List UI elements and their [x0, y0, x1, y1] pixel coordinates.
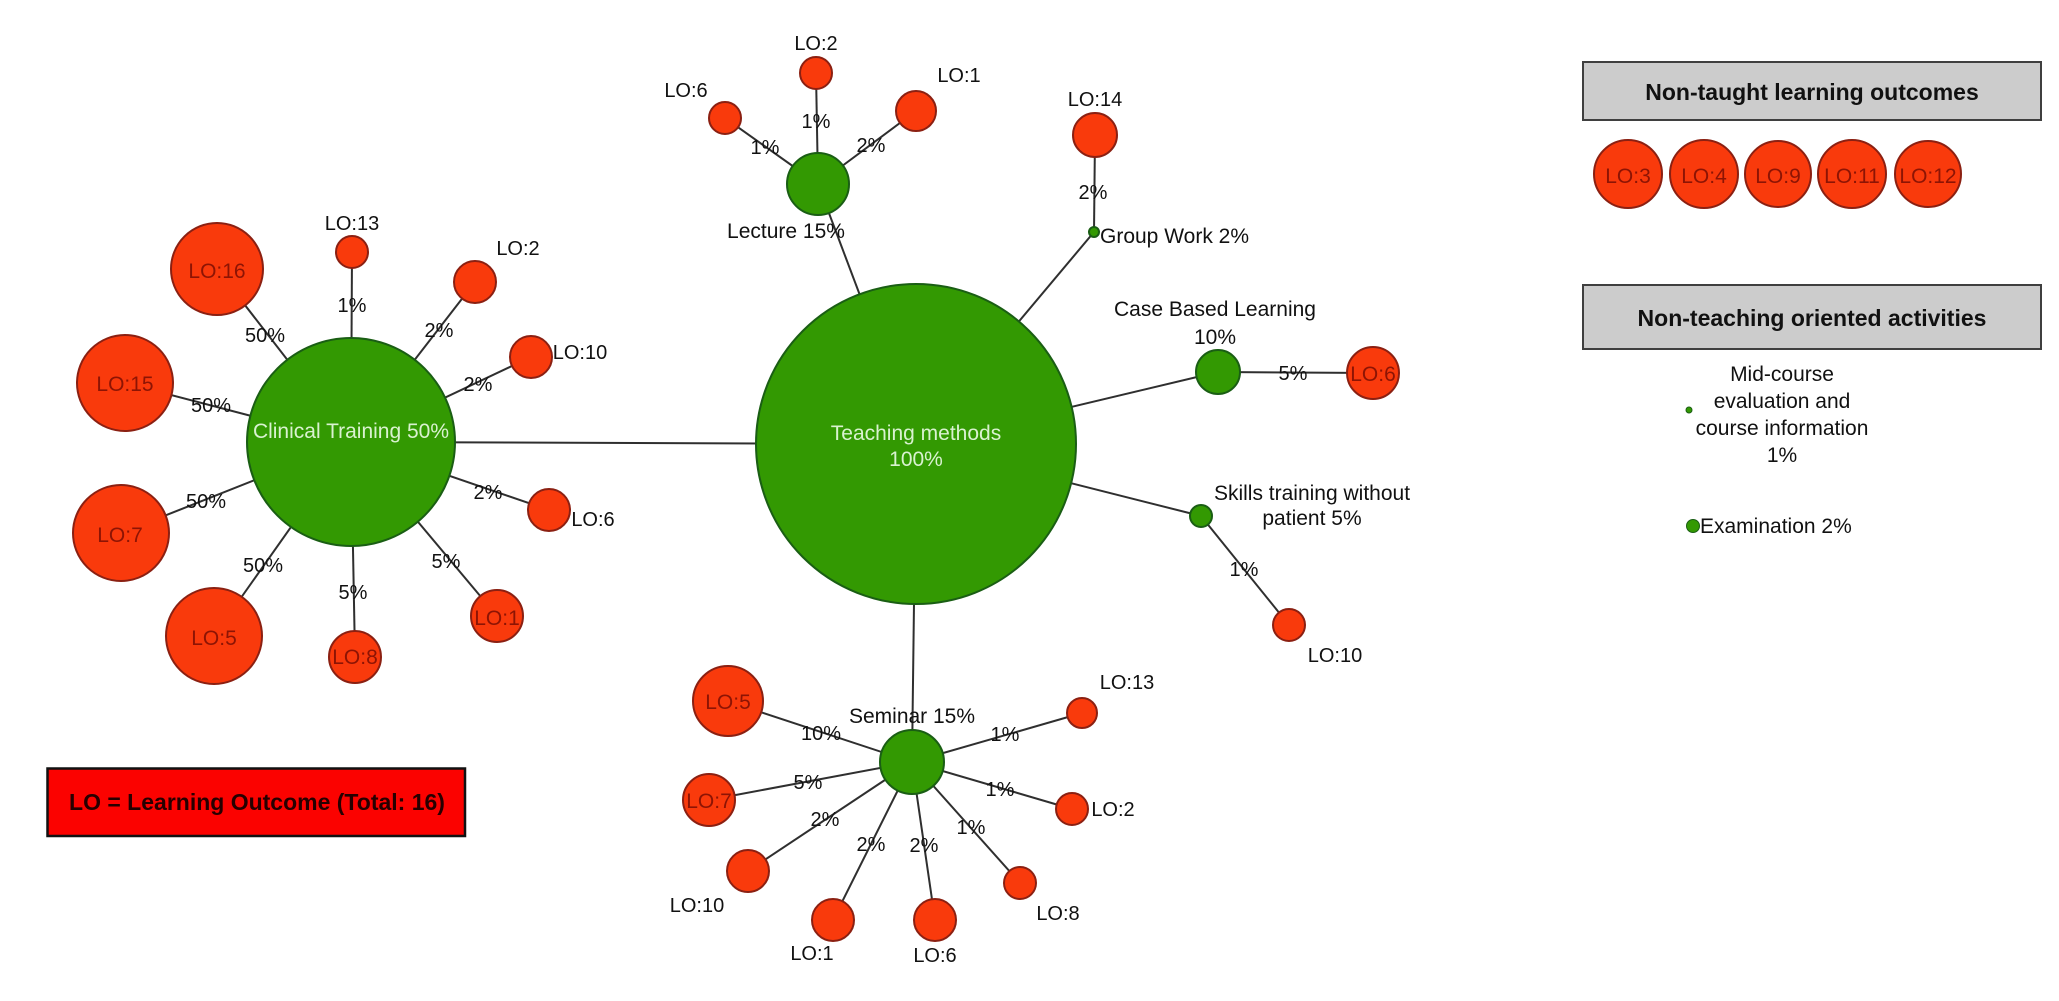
- svg-text:100%: 100%: [889, 448, 943, 471]
- svg-text:LO:8: LO:8: [332, 646, 378, 669]
- svg-text:10%: 10%: [801, 723, 841, 745]
- svg-text:2%: 2%: [910, 835, 939, 857]
- svg-text:LO:13: LO:13: [325, 213, 379, 235]
- svg-text:LO:1: LO:1: [474, 607, 520, 630]
- svg-text:LO:2: LO:2: [794, 33, 837, 55]
- svg-text:LO:10: LO:10: [670, 895, 724, 917]
- svg-text:Skills training without: Skills training without: [1214, 482, 1410, 505]
- svg-text:LO:5: LO:5: [191, 627, 237, 650]
- svg-text:2%: 2%: [464, 374, 493, 396]
- svg-text:LO:10: LO:10: [1308, 645, 1362, 667]
- svg-text:LO:6: LO:6: [913, 945, 956, 967]
- svg-text:1%: 1%: [1767, 444, 1797, 467]
- svg-text:LO:15: LO:15: [96, 373, 153, 396]
- svg-text:Mid-course: Mid-course: [1730, 363, 1834, 386]
- svg-text:2%: 2%: [857, 135, 886, 157]
- svg-text:LO:7: LO:7: [686, 790, 732, 813]
- svg-text:Non-taught learning outcomes: Non-taught learning outcomes: [1645, 79, 1979, 105]
- svg-text:LO:9: LO:9: [1755, 165, 1801, 188]
- svg-text:LO:6: LO:6: [571, 509, 614, 531]
- svg-text:LO:13: LO:13: [1100, 672, 1154, 694]
- svg-text:1%: 1%: [338, 295, 367, 317]
- svg-text:2%: 2%: [857, 834, 886, 856]
- svg-text:5%: 5%: [432, 551, 461, 573]
- svg-text:evaluation and: evaluation and: [1714, 390, 1851, 413]
- svg-text:LO:10: LO:10: [553, 342, 607, 364]
- svg-text:10%: 10%: [1194, 326, 1236, 349]
- svg-text:50%: 50%: [245, 325, 285, 347]
- svg-text:50%: 50%: [191, 395, 231, 417]
- svg-text:Clinical Training 50%: Clinical Training 50%: [253, 420, 449, 443]
- svg-text:patient 5%: patient 5%: [1262, 507, 1361, 530]
- svg-text:1%: 1%: [1230, 559, 1259, 581]
- svg-text:2%: 2%: [811, 809, 840, 831]
- svg-text:2%: 2%: [474, 482, 503, 504]
- svg-text:LO = Learning Outcome (Total:: LO = Learning Outcome (Total: 16): [69, 789, 445, 815]
- svg-text:LO:1: LO:1: [937, 65, 980, 87]
- svg-text:1%: 1%: [751, 137, 780, 159]
- svg-text:Case Based Learning: Case Based Learning: [1114, 298, 1316, 321]
- svg-text:5%: 5%: [339, 582, 368, 604]
- svg-text:1%: 1%: [802, 111, 831, 133]
- svg-text:course information: course information: [1696, 417, 1869, 440]
- svg-text:2%: 2%: [425, 320, 454, 342]
- svg-text:Teaching methods: Teaching methods: [831, 422, 1001, 445]
- svg-text:LO:2: LO:2: [1091, 799, 1134, 821]
- svg-text:LO:4: LO:4: [1681, 165, 1727, 188]
- svg-text:Group Work 2%: Group Work 2%: [1100, 225, 1249, 248]
- svg-text:LO:16: LO:16: [188, 260, 245, 283]
- svg-text:5%: 5%: [1279, 363, 1308, 385]
- svg-text:5%: 5%: [794, 772, 823, 794]
- svg-text:Examination 2%: Examination 2%: [1700, 515, 1852, 538]
- svg-text:50%: 50%: [186, 491, 226, 513]
- svg-text:LO:5: LO:5: [705, 691, 751, 714]
- svg-text:LO:2: LO:2: [496, 238, 539, 260]
- svg-text:1%: 1%: [991, 724, 1020, 746]
- svg-text:LO:12: LO:12: [1899, 165, 1956, 188]
- svg-text:LO:3: LO:3: [1605, 165, 1651, 188]
- svg-text:LO:14: LO:14: [1068, 89, 1122, 111]
- svg-text:Lecture 15%: Lecture 15%: [727, 220, 845, 243]
- svg-text:1%: 1%: [957, 817, 986, 839]
- svg-text:LO:11: LO:11: [1824, 165, 1880, 188]
- svg-text:50%: 50%: [243, 555, 283, 577]
- svg-text:Non-teaching oriented activiti: Non-teaching oriented activities: [1638, 305, 1987, 331]
- svg-text:2%: 2%: [1079, 182, 1108, 204]
- svg-text:Seminar 15%: Seminar 15%: [849, 705, 975, 728]
- svg-text:1%: 1%: [986, 779, 1015, 801]
- svg-text:LO:6: LO:6: [664, 80, 707, 102]
- svg-text:LO:1: LO:1: [790, 943, 833, 965]
- svg-text:LO:8: LO:8: [1036, 903, 1079, 925]
- svg-text:LO:7: LO:7: [97, 524, 143, 547]
- svg-text:LO:6: LO:6: [1350, 363, 1396, 386]
